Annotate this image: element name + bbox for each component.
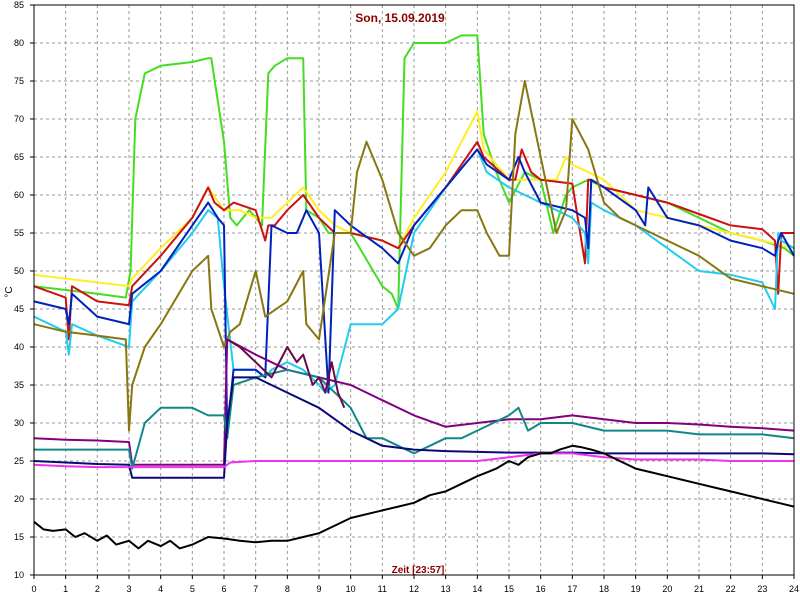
chart-title: Son, 15.09.2019 xyxy=(355,11,445,25)
y-tick-label: 85 xyxy=(14,0,24,10)
series-line-6 xyxy=(33,80,795,432)
series-line-11 xyxy=(226,338,346,409)
x-tick-label: 0 xyxy=(31,584,36,594)
x-tick-label: 8 xyxy=(285,584,290,594)
x-tick-label: 9 xyxy=(316,584,321,594)
y-tick-label: 80 xyxy=(14,38,24,48)
x-tick-label: 10 xyxy=(346,584,356,594)
x-tick-label: 1 xyxy=(63,584,68,594)
x-tick-label: 24 xyxy=(789,584,799,594)
x-tick-label: 19 xyxy=(631,584,641,594)
y-tick-label: 45 xyxy=(14,304,24,314)
y-tick-label: 50 xyxy=(14,266,24,276)
y-tick-label: 35 xyxy=(14,380,24,390)
x-tick-label: 22 xyxy=(726,584,736,594)
x-tick-label: 15 xyxy=(504,584,514,594)
series-line-7 xyxy=(33,338,795,466)
x-tick-label: 12 xyxy=(409,584,419,594)
x-tick-label: 20 xyxy=(662,584,672,594)
axes-group xyxy=(30,4,795,579)
series-line-4 xyxy=(33,148,795,394)
series-line-9 xyxy=(33,376,795,479)
x-tick-label: 5 xyxy=(190,584,195,594)
y-tick-label: 15 xyxy=(14,532,24,542)
y-tick-label: 55 xyxy=(14,228,24,238)
y-tick-label: 25 xyxy=(14,456,24,466)
y-tick-label: 20 xyxy=(14,494,24,504)
y-tick-label: 75 xyxy=(14,76,24,86)
y-tick-label: 40 xyxy=(14,342,24,352)
y-tick-label: 10 xyxy=(14,570,24,580)
x-tick-label: 13 xyxy=(441,584,451,594)
x-tick-label: 2 xyxy=(95,584,100,594)
x-axis-label: Zeit [23:57] xyxy=(392,565,445,576)
grid-lines xyxy=(33,4,795,576)
x-tick-label: 7 xyxy=(253,584,258,594)
x-tick-label: 17 xyxy=(567,584,577,594)
x-tick-label: 14 xyxy=(472,584,482,594)
x-tick-label: 16 xyxy=(536,584,546,594)
x-tick-label: 3 xyxy=(126,584,131,594)
series-group xyxy=(33,34,795,550)
y-tick-label: 60 xyxy=(14,190,24,200)
y-tick-label: 70 xyxy=(14,114,24,124)
series-line-10 xyxy=(33,452,794,469)
y-axis-label: °C xyxy=(4,286,15,297)
x-tick-label: 11 xyxy=(378,584,387,594)
x-tick-label: 4 xyxy=(158,584,163,594)
series-line-12 xyxy=(33,444,795,550)
y-tick-label: 65 xyxy=(14,152,24,162)
series-line-1 xyxy=(33,34,795,310)
x-tick-label: 23 xyxy=(757,584,767,594)
tick-labels: 0 1 2 3 4 5 6 7 8 9 10 11 12 13 14 15 16 17 18 19 20 21 22 23 24… xyxy=(14,0,799,594)
x-tick-label: 18 xyxy=(599,584,609,594)
series-line-3 xyxy=(33,140,794,341)
x-tick-label: 6 xyxy=(221,584,226,594)
y-tick-label: 30 xyxy=(14,418,24,428)
series-line-5 xyxy=(33,148,795,432)
x-tick-label: 21 xyxy=(694,584,704,594)
